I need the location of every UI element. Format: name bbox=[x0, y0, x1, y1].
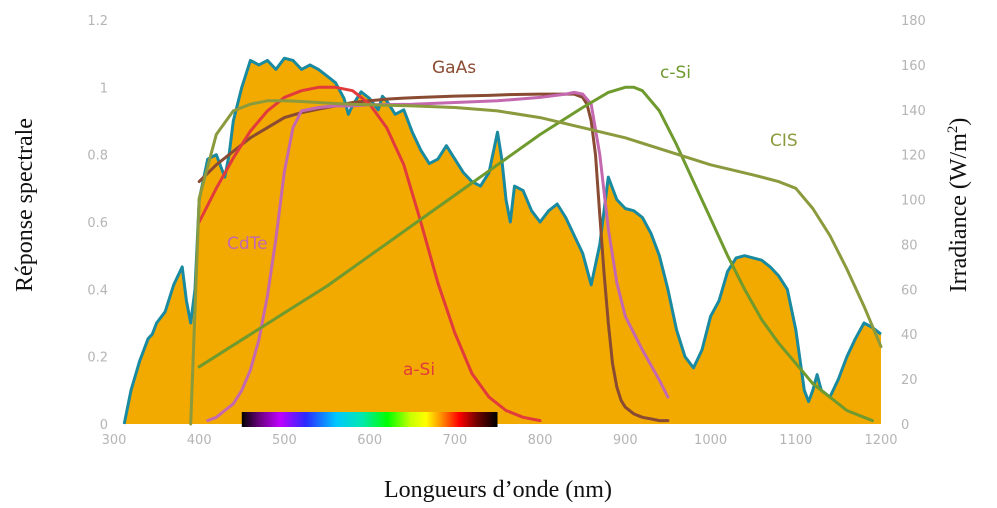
y-axis-right-title-superscript: 2 bbox=[945, 126, 961, 134]
irradiance-line bbox=[122, 56, 882, 425]
x-tick-label: 700 bbox=[442, 433, 467, 448]
visible-spectrum-band bbox=[241, 412, 498, 427]
y-axis-right-title: Irradiance (W/m2) bbox=[945, 118, 972, 293]
x-tick-label: 800 bbox=[528, 433, 553, 448]
y-axis-right-title-close: ) bbox=[946, 118, 972, 126]
x-tick-label: 300 bbox=[102, 433, 127, 448]
y-axis-right-title-main: Irradiance (W/m bbox=[946, 133, 972, 293]
y-right-tick-label: 180 bbox=[901, 14, 926, 29]
irradiance-area bbox=[124, 58, 881, 424]
y-axis-left-title: Réponse spectrale bbox=[12, 118, 38, 292]
x-tick-label: 1200 bbox=[864, 433, 897, 448]
y-right-tick-label: 60 bbox=[901, 283, 918, 298]
series-label-cdte: CdTe bbox=[227, 234, 268, 254]
y-right-tick-label: 0 bbox=[901, 418, 909, 433]
x-tick-label: 1100 bbox=[779, 433, 812, 448]
ticks-layer: 300 400 500 600 700 800 900 1000 1100 120000.20.4… bbox=[87, 14, 926, 448]
x-tick-label: 900 bbox=[613, 433, 638, 448]
x-axis-title: Longueurs d’onde (nm) bbox=[384, 477, 612, 503]
y-right-tick-label: 140 bbox=[901, 104, 926, 119]
x-tick-label: 600 bbox=[357, 433, 382, 448]
series-label-gaas: GaAs bbox=[432, 58, 476, 78]
y-right-tick-label: 80 bbox=[901, 238, 918, 253]
y-right-tick-label: 40 bbox=[901, 328, 918, 343]
irradiance-layer bbox=[122, 56, 882, 425]
y-left-tick-label: 0.6 bbox=[87, 216, 108, 231]
y-right-tick-label: 20 bbox=[901, 373, 918, 388]
y-left-tick-label: 0 bbox=[100, 418, 108, 433]
series-layer bbox=[189, 85, 883, 426]
series-line-gaas bbox=[197, 92, 670, 423]
series-label-c-si: c-Si bbox=[660, 63, 691, 83]
y-right-tick-label: 100 bbox=[901, 194, 926, 209]
y-left-tick-label: 1.2 bbox=[87, 14, 108, 29]
x-tick-label: 1000 bbox=[694, 433, 727, 448]
series-label-a-si: a-Si bbox=[403, 360, 435, 380]
y-left-tick-label: 0.8 bbox=[87, 149, 108, 164]
labels-layer: GaAs a-Si CdTe c-Si CIS bbox=[227, 58, 798, 380]
series-line-cis bbox=[189, 99, 883, 426]
y-left-tick-label: 0.2 bbox=[87, 351, 108, 366]
y-right-tick-label: 120 bbox=[901, 149, 926, 164]
y-right-tick-label: 160 bbox=[901, 59, 926, 74]
spectrum-layer bbox=[241, 412, 498, 427]
series-label-cis: CIS bbox=[770, 131, 798, 151]
y-left-tick-label: 1 bbox=[100, 81, 108, 96]
series-line-c-si bbox=[197, 85, 874, 423]
y-left-tick-label: 0.4 bbox=[87, 283, 108, 298]
x-tick-label: 500 bbox=[272, 433, 297, 448]
x-tick-label: 400 bbox=[187, 433, 212, 448]
